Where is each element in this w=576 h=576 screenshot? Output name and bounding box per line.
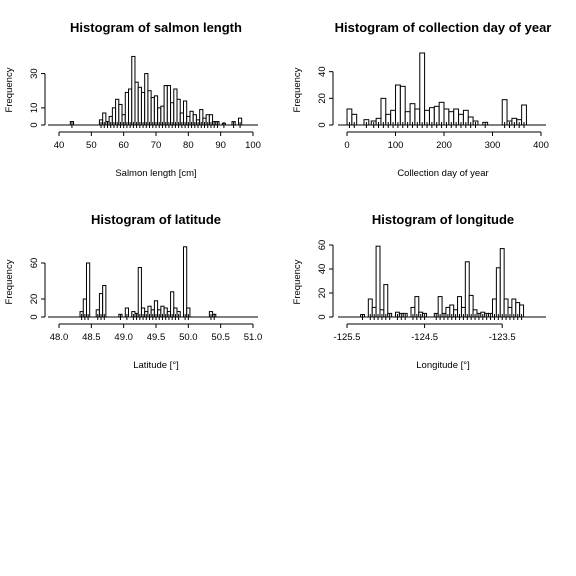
histogram-bar xyxy=(395,84,401,126)
panel-latitude: Histogram of latitude Latitude [°] Frequ… xyxy=(4,212,262,371)
x-tick-label: 0 xyxy=(344,140,349,151)
panel-longitude: Histogram of longitude Longitude [°] Fre… xyxy=(292,212,546,371)
histogram-bar xyxy=(176,98,181,126)
chart-title: Histogram of longitude xyxy=(372,212,514,227)
x-tick-label: 60 xyxy=(118,140,129,151)
x-tick-label: -123.5 xyxy=(489,332,516,343)
y-tick-label: 0 xyxy=(317,314,328,319)
x-axis-label: Longitude [°] xyxy=(416,360,469,371)
histogram-bar xyxy=(464,261,470,318)
histogram-bar xyxy=(438,101,445,126)
histogram-bar xyxy=(457,296,462,318)
histogram-bar xyxy=(170,102,175,126)
x-axis-label: Latitude [°] xyxy=(133,360,179,371)
histogram-bar xyxy=(163,85,168,126)
x-tick-label: -125.5 xyxy=(334,332,361,343)
panel-salmon-length: Histogram of salmon length Salmon length… xyxy=(4,20,261,179)
histogram-bar xyxy=(468,294,474,318)
histogram-bar xyxy=(140,91,146,126)
x-tick-label: 80 xyxy=(183,140,194,151)
y-tick-label: 0 xyxy=(29,314,40,319)
y-tick-label: 0 xyxy=(29,122,40,127)
x-tick-label: 50.0 xyxy=(179,332,198,343)
y-tick-label: 30 xyxy=(29,68,40,79)
histogram-bar xyxy=(501,99,508,126)
histogram-bar xyxy=(173,88,178,126)
histogram-bar xyxy=(183,246,188,318)
x-tick-label: 50 xyxy=(86,140,97,151)
y-tick-label: 20 xyxy=(317,93,328,104)
x-tick-label: 400 xyxy=(533,140,549,151)
x-tick-label: -124.5 xyxy=(411,332,438,343)
x-tick-label: 300 xyxy=(485,140,501,151)
histogram-bar xyxy=(170,291,175,318)
histogram-bar xyxy=(144,73,149,126)
panel-collection-day: Histogram of collection day of year Coll… xyxy=(292,20,551,179)
histogram-bar xyxy=(409,103,416,126)
y-tick-label: 60 xyxy=(29,258,40,269)
histogram-bar xyxy=(380,97,387,126)
y-tick-label: 60 xyxy=(317,240,328,251)
histogram-bar xyxy=(102,285,107,318)
histogram-bar xyxy=(383,284,389,318)
x-tick-label: 48.5 xyxy=(82,332,101,343)
y-tick-label: 20 xyxy=(317,288,328,299)
x-tick-label: 100 xyxy=(245,140,261,151)
histogram-bar xyxy=(98,293,104,318)
x-tick-label: 49.5 xyxy=(147,332,166,343)
y-tick-label: 20 xyxy=(29,294,40,305)
x-tick-label: 51.0 xyxy=(244,332,263,343)
histogram-bar xyxy=(137,86,142,126)
y-tick-label: 10 xyxy=(29,103,40,114)
histogram-bar xyxy=(414,296,420,318)
histogram-bar xyxy=(150,97,155,126)
histogram-bar xyxy=(399,85,406,126)
y-axis-label: Frequency xyxy=(4,259,15,304)
histogram-bar xyxy=(124,91,130,126)
chart-title: Histogram of collection day of year xyxy=(335,20,552,35)
y-axis-label: Frequency xyxy=(4,67,15,112)
x-axis-label: Salmon length [cm] xyxy=(115,168,196,179)
x-tick-label: 40 xyxy=(54,140,65,151)
histogram-bar xyxy=(153,95,159,126)
histogram-bar xyxy=(128,88,133,126)
chart-title: Histogram of salmon length xyxy=(70,20,242,35)
histogram-bar xyxy=(118,103,123,126)
histogram-bar xyxy=(147,90,152,126)
x-tick-label: 48.0 xyxy=(50,332,69,343)
x-tick-label: 90 xyxy=(215,140,226,151)
histogram-bar xyxy=(419,52,426,126)
chart-title: Histogram of latitude xyxy=(91,212,221,227)
histogram-bar xyxy=(375,245,381,318)
histogram-bar xyxy=(499,248,505,318)
y-tick-label: 40 xyxy=(317,264,328,275)
histogram-bar xyxy=(134,81,139,126)
y-axis-label: Frequency xyxy=(292,67,303,112)
x-tick-label: 49.0 xyxy=(114,332,133,343)
x-tick-label: 200 xyxy=(436,140,452,151)
histogram-bar xyxy=(115,98,120,126)
x-tick-label: 70 xyxy=(151,140,162,151)
histogram-bar xyxy=(137,267,142,318)
histogram-bar xyxy=(166,85,172,126)
y-tick-label: 40 xyxy=(317,66,328,77)
histogram-bar xyxy=(495,267,501,318)
histogram-bar xyxy=(86,262,91,318)
y-axis-label: Frequency xyxy=(292,259,303,304)
histogram-bar xyxy=(131,55,136,126)
y-tick-label: 0 xyxy=(317,122,328,127)
x-axis-label: Collection day of year xyxy=(397,168,488,179)
histogram-bar xyxy=(437,296,443,318)
histogram-bar xyxy=(183,100,188,126)
x-tick-label: 50.5 xyxy=(211,332,230,343)
x-tick-label: 100 xyxy=(388,140,404,151)
